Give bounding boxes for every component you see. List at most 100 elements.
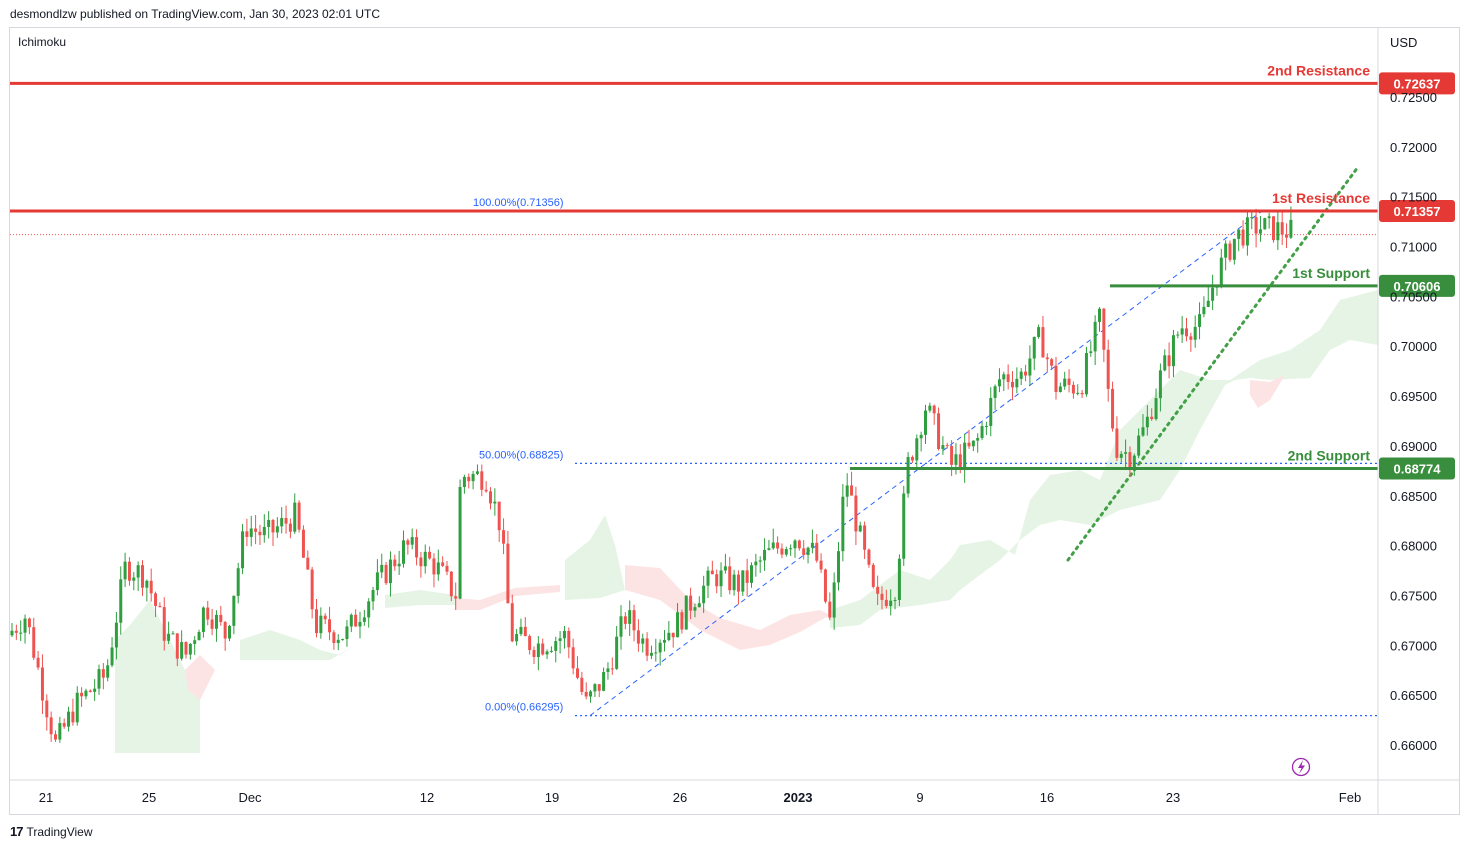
candle-body [841,496,845,552]
candle-body [328,619,332,633]
indicator-label[interactable]: Ichimoku [18,35,66,49]
time-axis[interactable]: 21 25 Dec 12 19 26 2023 9 16 23 Feb [39,790,1361,805]
candle-body [789,548,793,550]
candle-body [380,564,384,573]
y-tick-label: 0.71000 [1390,240,1437,255]
level-name: 2nd Support [1288,447,1371,463]
candle-body [984,425,988,427]
candle-body [336,639,340,644]
candle-body [867,549,871,565]
candle-body [236,568,240,596]
candle-body [510,603,514,642]
y-tick-label: 0.69000 [1390,439,1437,454]
tradingview-icon: 17 [10,824,24,839]
candle-body [428,551,432,559]
x-tick-label: 19 [545,790,559,805]
tradingview-logo[interactable]: 17 TradingView [10,824,93,839]
candle-body [623,616,627,624]
candle-body [558,638,562,642]
candle-body [723,566,727,571]
candle-body [706,570,710,586]
candle-body [580,677,584,692]
candle-body [415,537,419,558]
candle-body [1132,455,1136,470]
candle-body [902,493,906,559]
candle-body [180,642,184,659]
candle-body [375,572,379,591]
candle-body [989,397,993,426]
candle-body [362,617,366,622]
candle-body [462,476,466,487]
candle-body [132,577,136,581]
candle-body [919,434,923,439]
price-axis[interactable]: 0.66000 0.66500 0.67000 0.67500 0.68000 0.685… [1390,90,1437,753]
candle-body [645,638,649,656]
candle-body [471,473,475,482]
candle-body [810,542,814,548]
candle-body [697,603,701,608]
candle-body [141,565,144,588]
y-tick-label: 0.66000 [1390,738,1437,753]
fib-label: 100.00%(0.71356) [473,197,564,209]
candle-body [893,599,897,601]
candle-body [1089,351,1093,354]
candle-body [1276,222,1280,241]
candle-body [193,640,197,644]
candle-body [924,410,927,435]
price-tag-label: 0.72637 [1394,76,1441,91]
candle-body [332,632,336,644]
y-tick-label: 0.69500 [1390,389,1437,404]
candle-body [1167,355,1171,367]
candle-body [736,574,740,592]
candle-body [928,405,932,411]
candle-body [937,413,941,449]
candle-body [758,560,762,562]
candle-body [297,502,301,530]
candle-body [458,486,462,599]
candle-body [1006,374,1010,382]
candle-body [671,632,675,638]
candle-body [293,502,297,532]
lightning-icon[interactable] [1291,757,1311,777]
candle-body [54,734,57,740]
price-tag [1379,274,1455,297]
candle-body [628,610,632,624]
candle-body [484,489,488,492]
y-tick-label: 0.71500 [1390,190,1437,205]
y-tick-label: 0.70000 [1390,339,1437,354]
candle-body [1115,428,1119,458]
chart-frame [9,27,1460,815]
candle-body [1171,335,1175,367]
candle-body [641,638,645,644]
candle-body [1206,300,1210,307]
candle-body [1011,381,1014,388]
x-tick-label: 2023 [784,790,813,805]
candle-body [441,562,445,566]
fib-label: 0.00%(0.66295) [485,702,563,714]
candle-body [1154,398,1158,420]
candle-body [1272,216,1275,241]
candle-body [271,519,275,533]
candle-body [958,454,962,470]
candle-body [819,560,823,570]
candle-body [850,485,854,496]
x-tick-label: 25 [142,790,156,805]
candle-body [954,454,958,465]
candle-body [1228,243,1232,260]
candle-body [906,457,910,494]
candle-body [454,596,458,599]
candle-body [941,445,945,449]
candle-body [201,607,205,633]
candle-body [1237,229,1241,239]
candle-body [1037,327,1041,337]
candle-body [528,636,532,651]
candle-body [967,442,971,447]
candle-body [419,557,423,567]
candle-body [1263,218,1267,230]
candle-body [214,614,218,629]
candle-body [480,471,484,490]
candle-body [536,643,540,658]
candle-body [1224,243,1228,258]
candle-body [1015,378,1019,388]
